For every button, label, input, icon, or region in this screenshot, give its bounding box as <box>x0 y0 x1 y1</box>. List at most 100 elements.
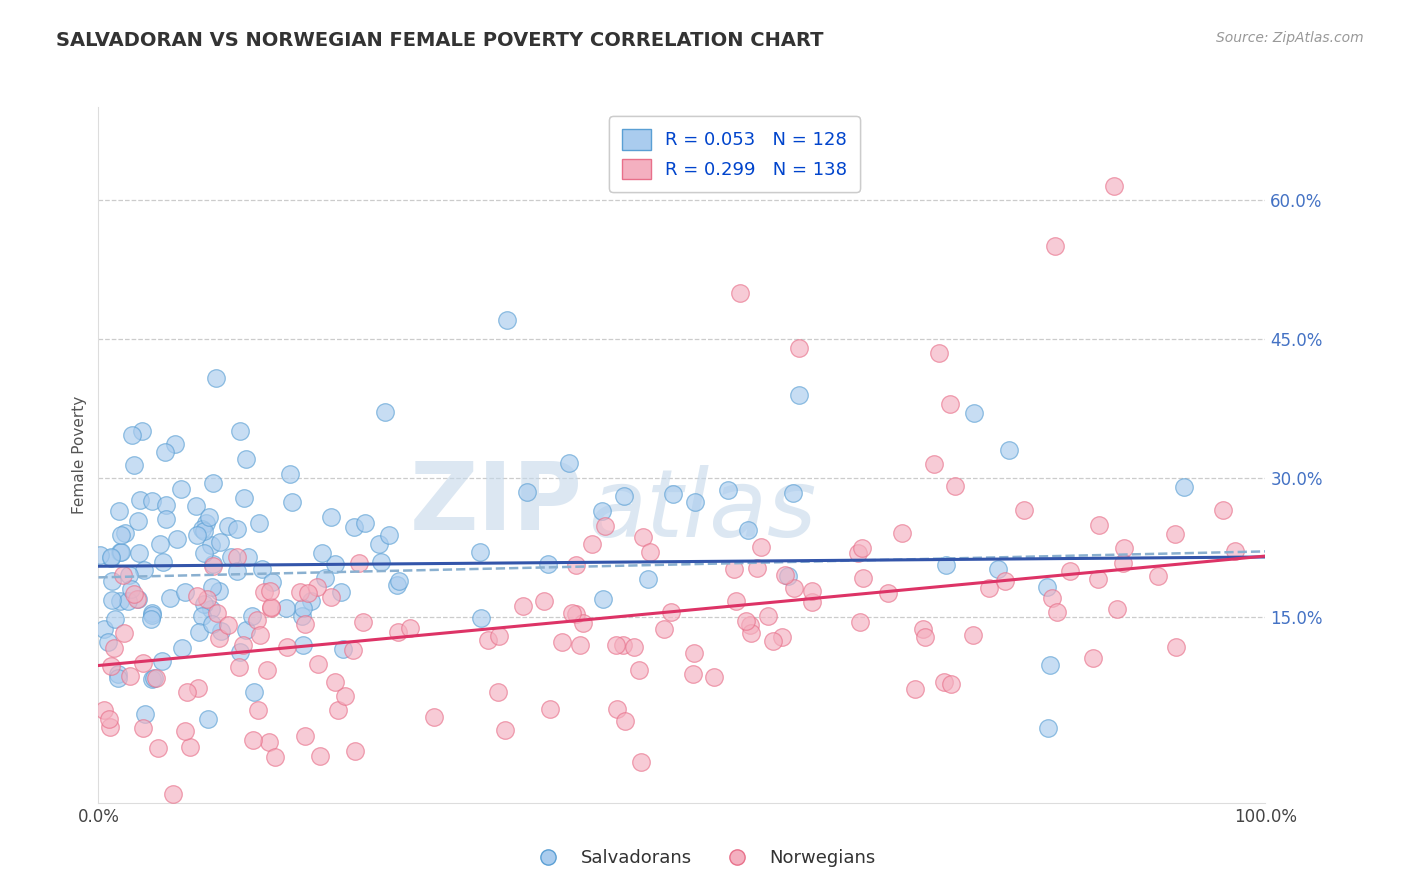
Point <box>121 427 143 442</box>
Point <box>276 640 298 654</box>
Point <box>928 346 950 360</box>
Point <box>193 545 215 559</box>
Point <box>735 614 758 628</box>
Point <box>197 712 219 726</box>
Point <box>179 739 201 754</box>
Point <box>319 590 342 604</box>
Point <box>374 405 396 419</box>
Point <box>326 703 349 717</box>
Point <box>100 659 122 673</box>
Point <box>638 545 661 559</box>
Point <box>217 519 239 533</box>
Point <box>637 572 659 586</box>
Point <box>717 483 740 498</box>
Point <box>122 458 145 472</box>
Point <box>176 684 198 698</box>
Point <box>1036 721 1059 735</box>
Point <box>309 748 332 763</box>
Point <box>1212 503 1234 517</box>
Point <box>538 702 561 716</box>
Point <box>141 494 163 508</box>
Point <box>122 586 145 600</box>
Point <box>307 657 329 671</box>
Point <box>319 510 342 524</box>
Point <box>297 586 319 600</box>
Point <box>994 574 1017 588</box>
Point <box>208 583 231 598</box>
Point <box>236 550 259 565</box>
Point <box>162 787 184 801</box>
Point <box>291 600 314 615</box>
Point <box>652 623 675 637</box>
Point <box>127 514 149 528</box>
Point <box>738 617 761 632</box>
Point <box>190 522 212 536</box>
Point <box>922 457 945 471</box>
Point <box>606 702 628 716</box>
Point <box>605 639 627 653</box>
Point <box>801 595 824 609</box>
Point <box>592 591 614 606</box>
Point <box>787 387 810 401</box>
Point <box>740 626 762 640</box>
Point <box>281 494 304 508</box>
Point <box>997 443 1019 458</box>
Point <box>783 581 806 595</box>
Point <box>662 487 685 501</box>
Point <box>260 600 283 615</box>
Point <box>184 499 207 513</box>
Point <box>278 467 301 481</box>
Point <box>378 528 401 542</box>
Point <box>229 645 252 659</box>
Point <box>246 614 269 628</box>
Point <box>253 584 276 599</box>
Point <box>202 476 225 491</box>
Point <box>631 530 654 544</box>
Point <box>104 612 127 626</box>
Point <box>205 371 228 385</box>
Text: atlas: atlas <box>589 465 817 556</box>
Point <box>288 584 311 599</box>
Point <box>730 285 752 300</box>
Point <box>703 670 725 684</box>
Point <box>1036 580 1059 594</box>
Point <box>193 524 215 538</box>
Point <box>1046 605 1069 619</box>
Point <box>891 526 914 541</box>
Point <box>630 755 652 769</box>
Point <box>388 574 411 589</box>
Point <box>1112 541 1135 555</box>
Point <box>333 690 356 704</box>
Point <box>159 591 181 606</box>
Point <box>232 638 254 652</box>
Point <box>93 622 115 636</box>
Point <box>846 546 869 560</box>
Point <box>225 522 247 536</box>
Point <box>770 630 793 644</box>
Point <box>120 582 142 596</box>
Point <box>208 632 231 646</box>
Point <box>110 545 132 559</box>
Point <box>170 482 193 496</box>
Point <box>568 639 591 653</box>
Point <box>93 703 115 717</box>
Point <box>186 589 208 603</box>
Point <box>1164 526 1187 541</box>
Y-axis label: Female Poverty: Female Poverty <box>72 396 87 514</box>
Point <box>228 660 250 674</box>
Point <box>200 538 222 552</box>
Point <box>1059 564 1081 578</box>
Point <box>488 629 510 643</box>
Point <box>186 527 208 541</box>
Point <box>100 550 122 565</box>
Point <box>533 594 555 608</box>
Point <box>219 550 242 565</box>
Point <box>627 663 650 677</box>
Point <box>235 623 257 637</box>
Point <box>101 593 124 607</box>
Point <box>1164 640 1187 654</box>
Point <box>470 611 492 625</box>
Point <box>1173 480 1195 494</box>
Point <box>762 634 785 648</box>
Point <box>225 550 247 565</box>
